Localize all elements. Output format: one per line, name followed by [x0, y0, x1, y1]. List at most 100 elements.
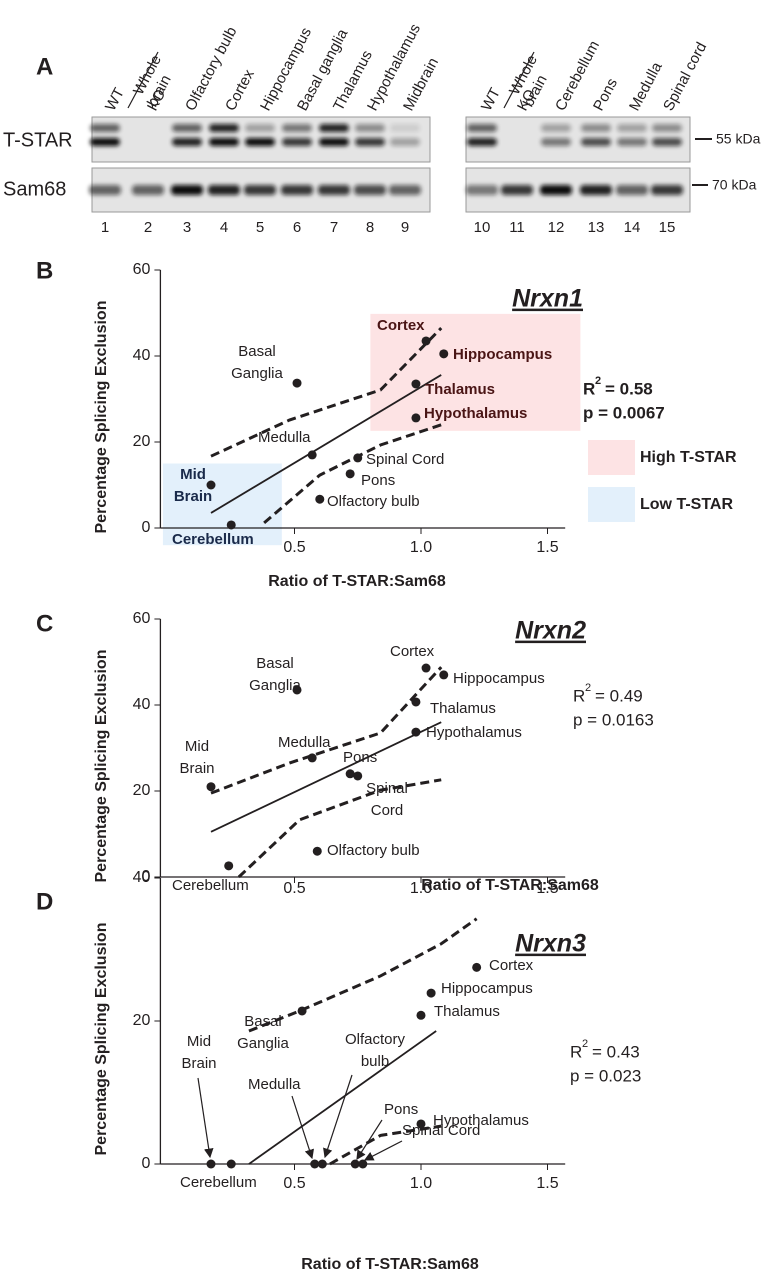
blot-band: [208, 185, 240, 195]
legend-swatch: [588, 440, 635, 475]
point-label: Hippocampus: [453, 670, 545, 687]
panel-letter: B: [36, 257, 53, 284]
confidence-band: [329, 1124, 442, 1166]
point-label: Cerebellum: [172, 531, 254, 548]
blot-band: [319, 124, 349, 132]
blot-band: [355, 124, 385, 132]
point: [416, 1010, 426, 1020]
lane-label: Spinal cord: [660, 39, 710, 113]
stat-label: R: [570, 1042, 582, 1061]
point: [312, 846, 322, 856]
lane-number: 10: [474, 219, 491, 236]
blot-band: [244, 185, 276, 195]
point-label: Olfactory bulb: [327, 493, 420, 510]
y-tick-label: 40: [133, 347, 151, 364]
blot-band: [466, 185, 498, 195]
point-label: Hypothalamus: [433, 1112, 529, 1129]
fit-line: [248, 1030, 437, 1165]
bracket: [503, 51, 535, 109]
blot-band: [581, 138, 611, 146]
lane-number: 6: [293, 219, 301, 236]
x-tick-label: 1.0: [410, 539, 432, 556]
x-tick-label: 1.0: [410, 880, 432, 897]
point: [472, 962, 482, 972]
y-tick-label: 0: [141, 519, 150, 536]
panel-letter: C: [36, 610, 53, 637]
point: [226, 1159, 236, 1169]
point: [206, 1159, 216, 1169]
confidence-band: [210, 666, 443, 795]
point: [421, 336, 431, 346]
stat-label: 2: [585, 682, 591, 694]
point: [345, 769, 355, 779]
blot-band: [281, 185, 313, 195]
blot-band: [501, 185, 533, 195]
point-label: Cortex: [377, 317, 425, 334]
point-label: Thalamus: [430, 700, 496, 717]
bracket: [127, 51, 159, 109]
lane-label: Pons: [590, 76, 621, 114]
blot-band: [390, 138, 420, 146]
fit-line: [210, 721, 442, 833]
lane-number: 3: [183, 219, 191, 236]
blot-band: [354, 185, 386, 195]
blot-band: [540, 185, 572, 195]
blot-strip: [465, 116, 691, 163]
region: [162, 463, 282, 546]
lane-number: 13: [588, 219, 605, 236]
y-tick-label: 60: [133, 610, 151, 627]
x-tick-label: 1.5: [536, 539, 558, 556]
point-label: Spinal Cord: [366, 451, 445, 468]
blot-band: [355, 138, 385, 146]
x-axis-label: Ratio of T-STAR:Sam68: [421, 877, 599, 894]
stat-value: = 0.43: [592, 1042, 640, 1061]
point: [350, 1159, 360, 1169]
point-label: Basal Ganglia: [249, 655, 301, 694]
stat-value: p = 0.0163: [573, 710, 654, 729]
y-tick-label: 0: [141, 868, 150, 885]
legend-label: Low T-STAR: [640, 496, 733, 513]
stat-value: = 0.49: [595, 686, 643, 705]
point: [411, 413, 421, 423]
stat-value: = 0.58: [605, 379, 653, 398]
point-label: Hypothalamus: [426, 724, 522, 741]
confidence-band: [248, 917, 478, 1033]
row-label: Sam68: [3, 178, 66, 200]
lane-number: 8: [366, 219, 374, 236]
blot-band: [172, 138, 202, 146]
blot-band: [541, 138, 571, 146]
point: [206, 480, 216, 490]
chart-title: Nrxn3: [515, 930, 586, 958]
point-label: Basal Ganglia: [237, 1013, 289, 1052]
point: [226, 520, 236, 530]
point: [416, 1119, 426, 1129]
panel-letter: D: [36, 888, 53, 915]
lane-number: 2: [144, 219, 152, 236]
point-label: Pons: [343, 749, 378, 766]
x-axis-label: Ratio of T-STAR:Sam68: [301, 1256, 479, 1273]
blot-band: [580, 185, 612, 195]
point-label: Mid Brain: [173, 466, 213, 505]
marker-label: 70 kDa: [712, 177, 757, 193]
y-tick-label: 20: [133, 1012, 151, 1029]
lane-label: WT: [102, 85, 128, 114]
blot-band: [89, 185, 121, 195]
blot-band: [171, 185, 203, 195]
point: [439, 670, 449, 680]
chart-title: Nrxn1: [512, 285, 583, 313]
stat-label: R: [573, 686, 585, 705]
blot-band: [617, 138, 647, 146]
row-label: T-STAR: [3, 129, 73, 151]
y-axis-label: Percentage Splicing Exclusion: [93, 650, 110, 883]
stat-label: 2: [582, 1038, 588, 1050]
point-label: Cerebellum: [172, 877, 249, 894]
panel-letter: A: [36, 53, 53, 80]
y-tick-label: 0: [141, 1155, 150, 1172]
point-label: Hippocampus: [453, 346, 553, 363]
label-arrow: [291, 1095, 314, 1160]
blot-band: [390, 124, 420, 132]
legend-swatch: [588, 487, 635, 522]
blot-band: [319, 138, 349, 146]
confidence-band: [263, 423, 442, 524]
lane-number: 7: [330, 219, 338, 236]
